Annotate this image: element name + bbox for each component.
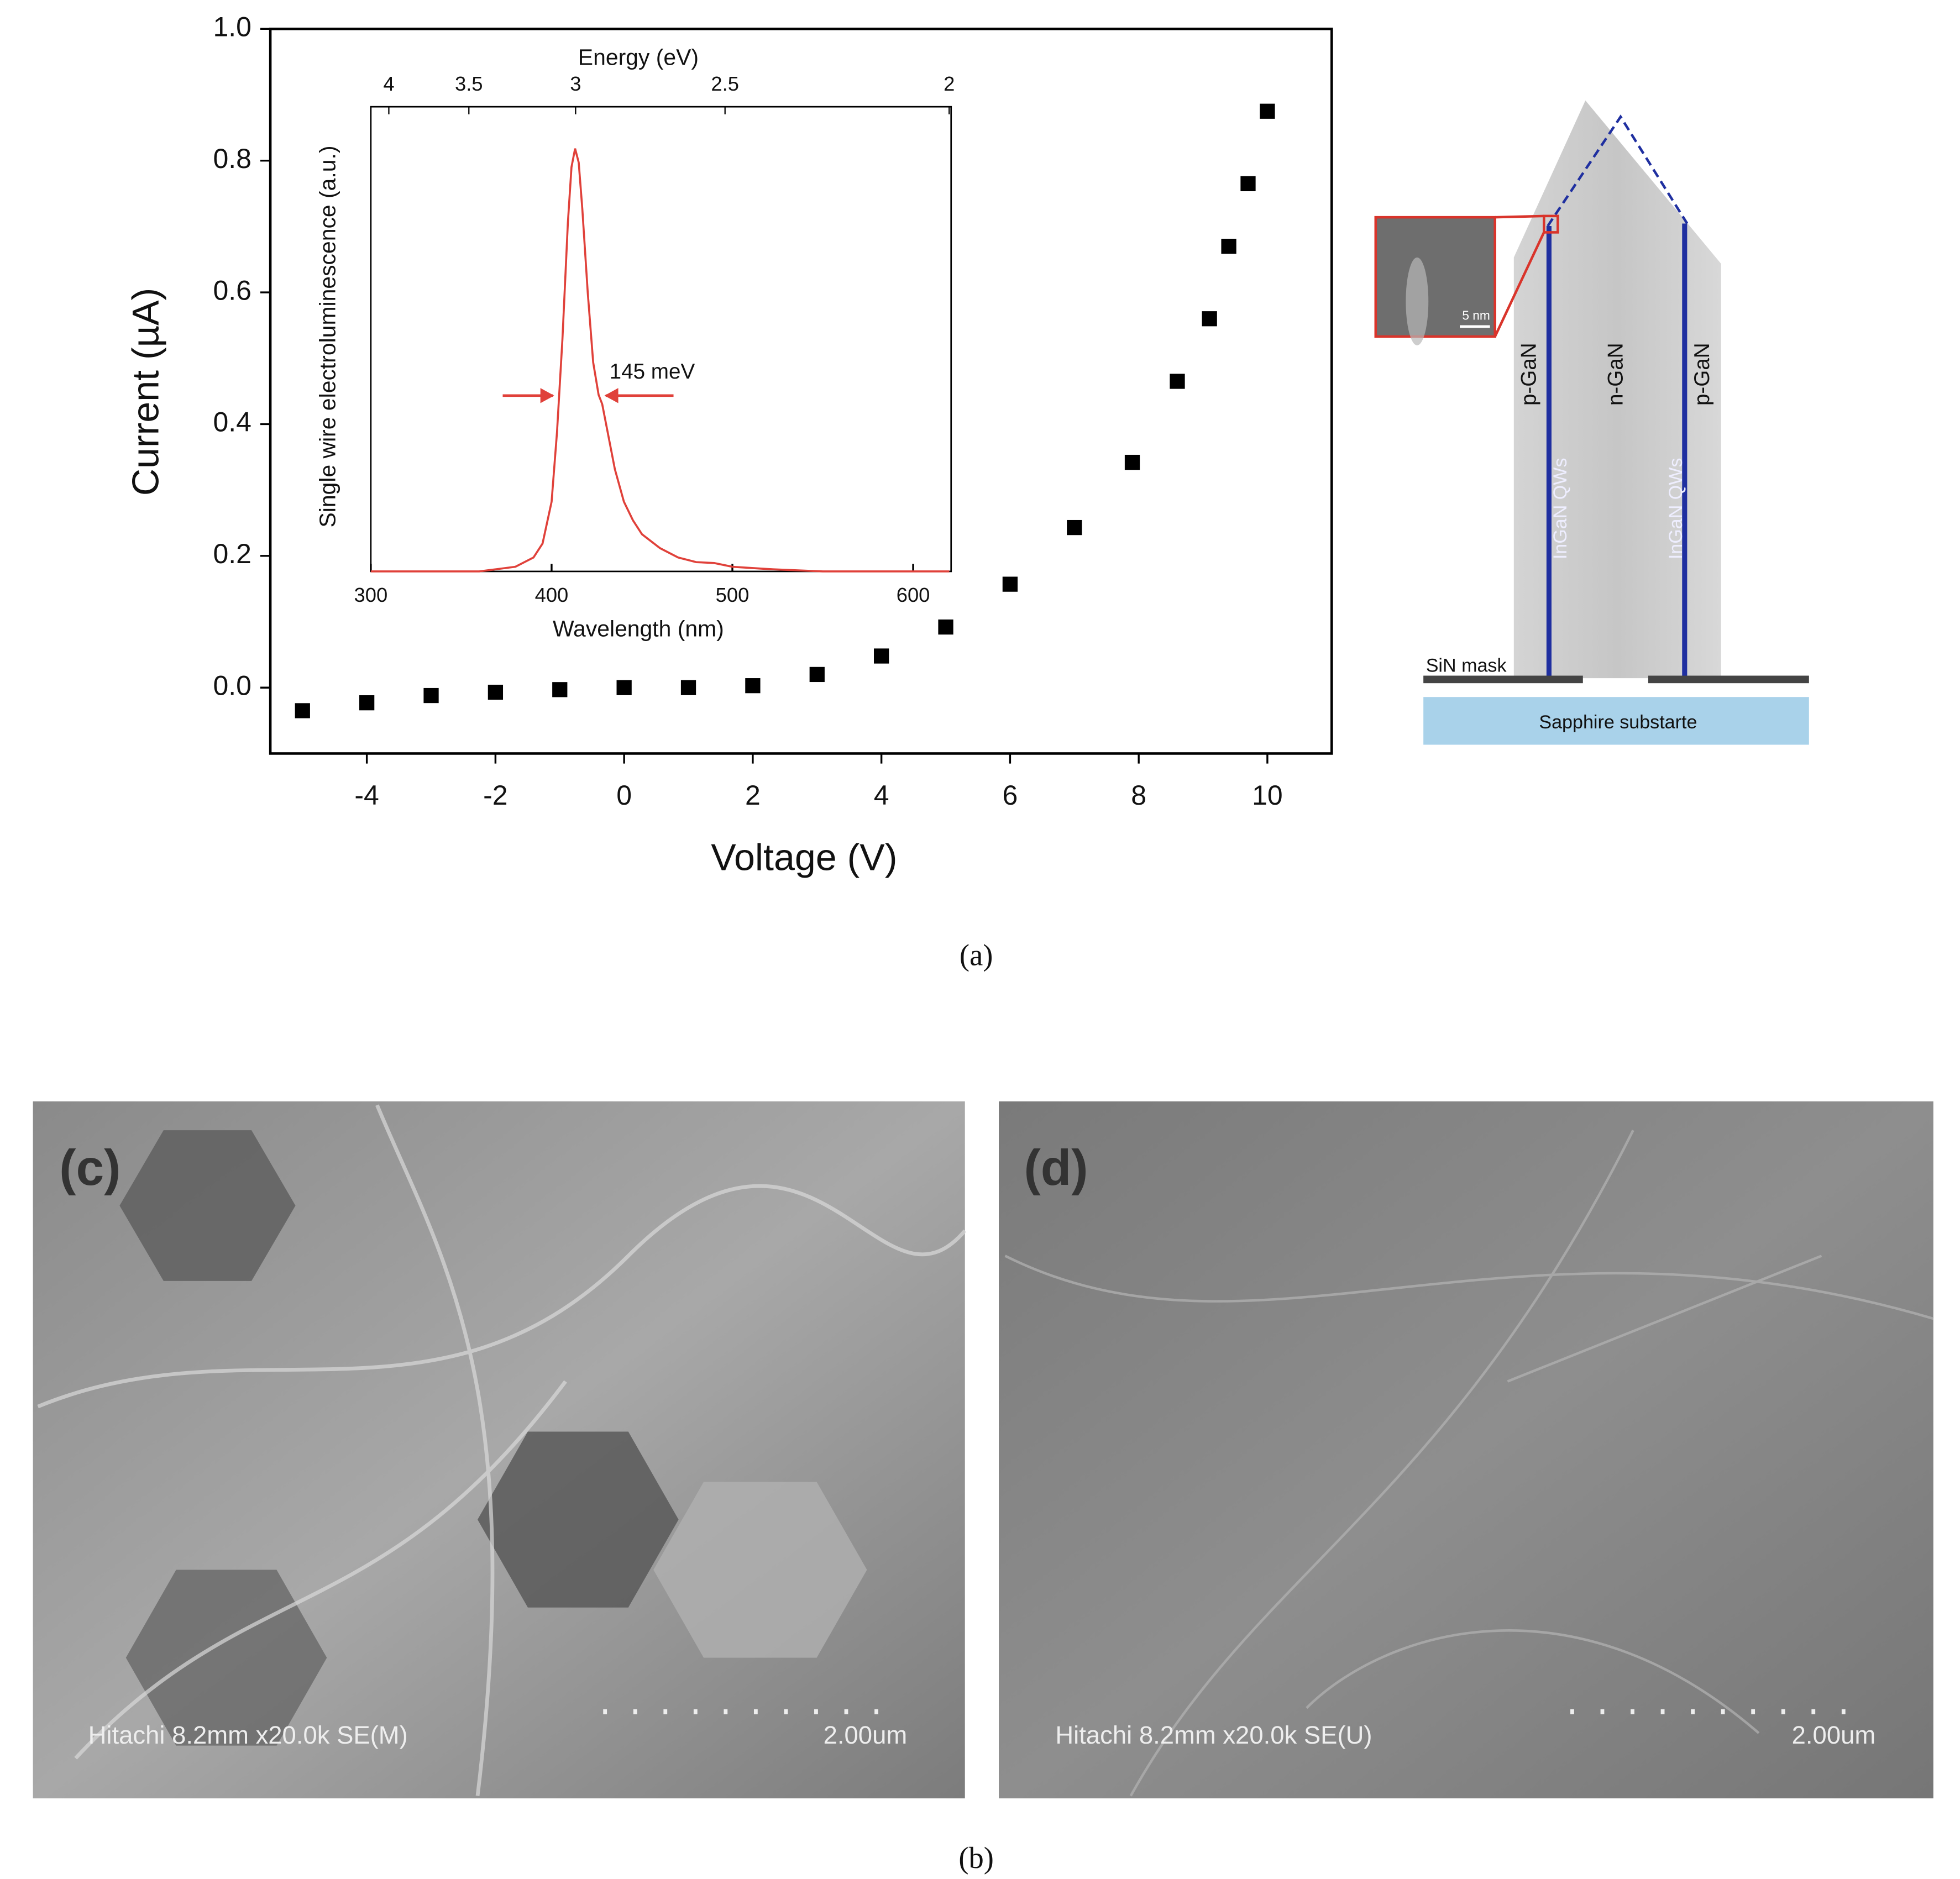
data-point [1202,311,1217,327]
data-point [938,619,953,635]
tem-inset [1374,216,1496,338]
region-label: p-GaN [1690,343,1714,406]
sem-c: (c) Hitachi 8.2mm x20.0k SE(M) 2.00um [33,1101,967,1799]
x-axis-title: Voltage (V) [711,837,897,879]
data-point [1002,576,1018,592]
x-tick-label: 400 [535,584,569,606]
sem-scale: 2.00um [824,1721,908,1749]
data-point [745,678,761,694]
sem-info: Hitachi 8.2mm x20.0k SE(U) [1055,1721,1372,1749]
data-point [1067,519,1082,536]
x-tick-label: 600 [897,584,930,606]
caption: (b) [958,1841,994,1875]
mask-bar [1648,675,1809,684]
mask-label: SiN mask [1426,655,1507,676]
wire-body [1513,100,1721,679]
zoom-line [1493,232,1545,337]
plot-frame [370,106,952,573]
mask-bar [1423,675,1583,684]
region-label: n-GaN [1603,343,1627,406]
top-axis-title: Energy (eV) [578,45,699,70]
data-point [552,682,568,697]
y-tick-label: 0.2 [213,538,251,569]
x-axis-title: Wavelength (nm) [553,616,724,642]
y-tick-label: 0.4 [213,407,251,438]
x-tick-label: -2 [483,780,507,811]
hexagon [478,1431,679,1608]
data-point [359,695,375,711]
y-axis-title: Current (µA) [125,288,167,496]
zoom-box [1543,214,1559,234]
qw-dashed [1547,114,1689,227]
y-axis-title: Single wire electroluminescence (a.u.) [315,146,340,528]
y-tick-label: 0.8 [213,143,251,174]
data-point [1221,238,1236,254]
substrate [1423,697,1809,745]
annotation: 145 meV [610,360,695,384]
x-tick-label: 0 [616,780,632,811]
data-point [1240,176,1256,192]
scale-label: 5 nm [1462,308,1490,323]
x-tick-label: 10 [1252,780,1283,811]
x-tick-label: -4 [354,780,379,811]
tem-feature [1406,257,1429,345]
top-tick-label: 3.5 [455,72,483,95]
panel-label: (d) [1024,1140,1088,1196]
sem-image [999,1101,1933,1799]
qw-label: InGaN QWs [1665,458,1686,559]
data-point [874,648,889,664]
y-tick-label: 1.0 [213,11,251,42]
panel-label: (c) [59,1140,120,1196]
top-tick-label: 4 [383,72,394,95]
caption: (a) [960,938,993,972]
x-tick-label: 8 [1131,780,1146,811]
hexagon [119,1130,296,1281]
nanowire-diagram: 5 nm p-GaN n-GaN p-GaN InGaN QWs InGaN Q… [1374,100,1809,745]
sem-d: (d) Hitachi 8.2mm x20.0k SE(U) 2.00um [999,1101,1934,1799]
zoom-line [1495,214,1544,219]
y-tick-label: 0.6 [213,275,251,306]
data-point [680,680,696,695]
x-tick-label: 6 [1002,780,1018,811]
data-point [295,703,310,718]
x-tick-label: 4 [874,780,889,811]
y-tick-label: 0.0 [213,670,251,701]
substrate-label: Sapphire substarte [1539,712,1697,733]
data-point [1260,103,1275,119]
x-tick-label: 300 [354,584,388,606]
data-point [423,687,439,704]
spectrum-line [370,148,950,573]
data-point [616,680,632,695]
top-tick-label: 2 [944,72,955,95]
fibers [1004,1130,1934,1797]
data-point [1170,374,1185,389]
x-tick-label: 500 [716,584,750,606]
data-point [809,666,825,683]
top-tick-label: 3 [570,72,581,95]
region-label: p-GaN [1517,343,1541,406]
sem-scale: 2.00um [1792,1721,1876,1749]
arrow-head [604,388,619,403]
arrow-head [540,388,554,403]
sem-info: Hitachi 8.2mm x20.0k SE(M) [88,1721,408,1749]
data-point [1124,454,1140,470]
hexagon [653,1482,867,1658]
data-point [488,684,504,700]
fibers [37,1104,967,1796]
top-tick-label: 2.5 [711,72,739,95]
x-tick-label: 2 [745,780,761,811]
qw-label: InGaN QWs [1550,458,1571,559]
